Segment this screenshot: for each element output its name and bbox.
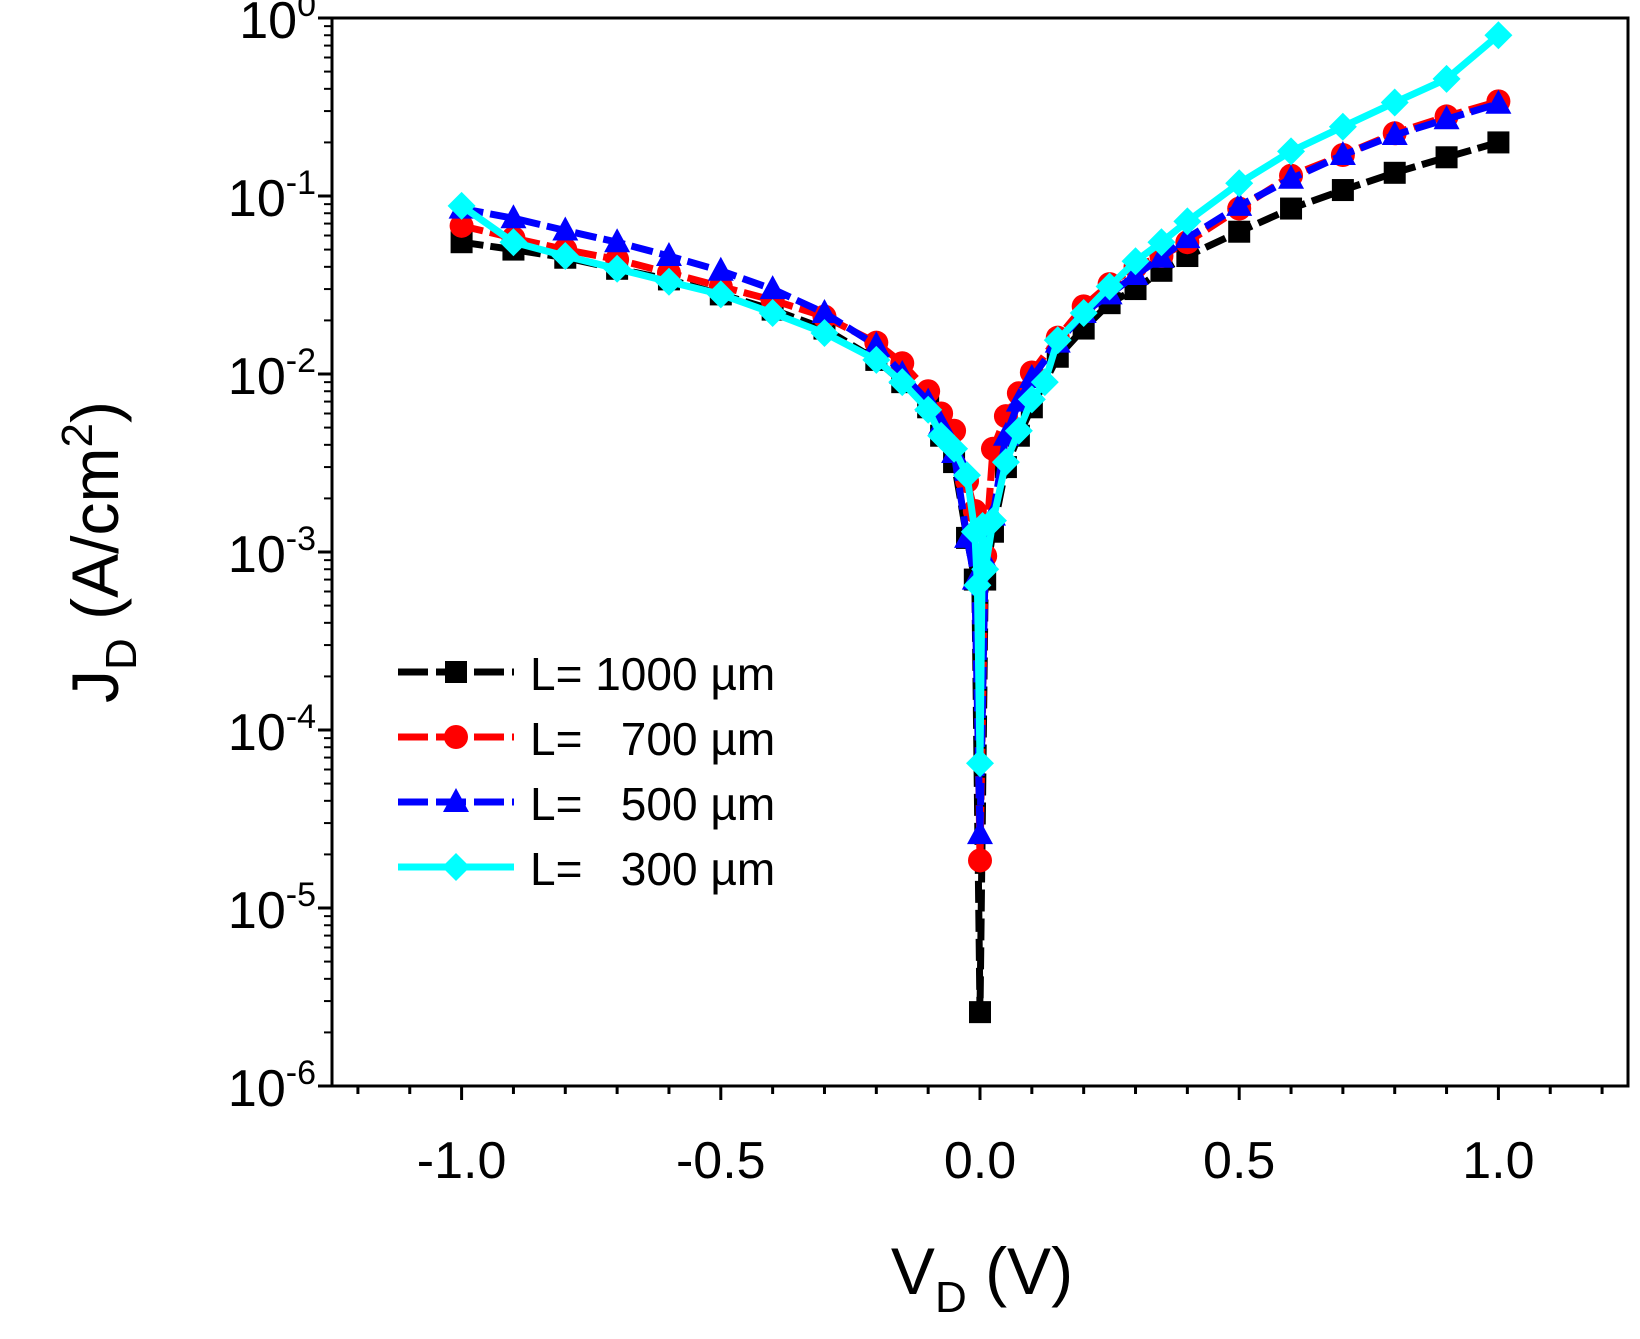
data-point <box>862 345 891 374</box>
data-point <box>969 1001 991 1024</box>
data-point <box>442 853 470 881</box>
axis-layer: -1.0 -0.5 0.0 0.5 1.0 100 10-1 10-2 10-3 10-4 10-5… <box>228 0 1604 1190</box>
data-point <box>1030 368 1059 397</box>
data-point <box>1383 161 1406 184</box>
data-point <box>953 461 982 490</box>
data-point <box>444 725 468 749</box>
data-point <box>499 228 528 257</box>
data-point <box>1225 169 1254 198</box>
y-tick-label: 100 <box>239 0 316 50</box>
data-point <box>1228 220 1251 243</box>
data-point <box>654 267 683 296</box>
data-point <box>1147 228 1176 257</box>
y-tick-label: 10-3 <box>228 520 316 584</box>
axis-labels: VD (V) JD (A/cm2) <box>53 401 1073 1322</box>
data-point <box>707 256 734 281</box>
data-point <box>1277 137 1306 166</box>
data-point <box>1435 146 1458 169</box>
legend: L= 1000 µm L= 700 µm L= 500 µm L= 300 µm <box>398 648 775 895</box>
y-axis-label: JD (A/cm2) <box>53 401 146 703</box>
legend-item: L= 300 µm <box>398 843 775 895</box>
data-point <box>940 434 969 463</box>
data-point <box>971 555 1000 584</box>
x-tick-label: -0.5 <box>676 1132 766 1190</box>
y-tick-label: 10-6 <box>228 1054 316 1118</box>
data-point <box>1226 191 1253 216</box>
data-point <box>1329 140 1356 165</box>
legend-item: L= 1000 µm <box>398 648 775 700</box>
legend-label: L= 1000 µm <box>530 648 775 700</box>
x-tick-label: 0.5 <box>1203 1132 1275 1190</box>
data-point <box>1121 247 1150 276</box>
legend-item: L= 700 µm <box>398 713 775 765</box>
x-axis-label: VD (V) <box>891 1234 1073 1322</box>
data-point <box>449 213 474 238</box>
data-point <box>603 254 632 283</box>
legend-label: L= 500 µm <box>530 778 775 830</box>
data-point <box>447 191 476 220</box>
data-point <box>1381 121 1408 146</box>
data-point <box>551 242 580 271</box>
y-tick-label: 10-2 <box>228 342 316 406</box>
series-4 <box>447 21 1513 778</box>
y-tick-label: 10-5 <box>228 876 316 940</box>
data-point <box>1432 64 1461 93</box>
data-point <box>863 331 890 356</box>
y-tick-label: 10-4 <box>228 698 316 762</box>
data-point <box>552 216 579 241</box>
data-point <box>967 820 993 845</box>
data-point <box>655 242 682 267</box>
data-point <box>443 788 469 812</box>
x-tick-label: 0.0 <box>944 1132 1016 1190</box>
data-point <box>1484 21 1513 50</box>
data-point <box>968 848 992 873</box>
data-point <box>811 299 838 324</box>
data-point <box>888 368 917 397</box>
data-point <box>1017 385 1046 414</box>
data-point <box>1095 272 1124 301</box>
data-point <box>1433 105 1460 130</box>
data-point <box>1328 112 1357 141</box>
data-point <box>978 506 1007 535</box>
data-point <box>1487 131 1510 154</box>
data-point <box>1485 89 1512 114</box>
y-tick-label: 10-1 <box>228 164 316 228</box>
x-tick-label: -1.0 <box>417 1132 507 1190</box>
series-layer <box>447 21 1513 1024</box>
data-point <box>706 280 735 309</box>
data-point <box>1069 299 1098 328</box>
data-point <box>450 231 473 254</box>
data-point <box>810 318 839 347</box>
legend-label: L= 700 µm <box>530 713 775 765</box>
data-point <box>604 228 631 253</box>
data-point <box>966 749 994 778</box>
data-point <box>914 395 943 424</box>
data-point <box>500 204 527 229</box>
data-point <box>1331 179 1354 202</box>
data-point <box>1278 164 1305 189</box>
data-point <box>1004 416 1033 445</box>
data-point <box>445 661 467 683</box>
x-tick-label: 1.0 <box>1462 1132 1534 1190</box>
data-point <box>759 275 786 300</box>
legend-label: L= 300 µm <box>530 843 775 895</box>
data-point <box>991 448 1020 477</box>
data-point <box>1174 224 1201 249</box>
data-point <box>1173 207 1202 236</box>
data-point <box>1380 88 1409 117</box>
legend-item: L= 500 µm <box>398 778 775 830</box>
data-point <box>1043 326 1072 355</box>
data-point <box>1280 197 1303 220</box>
data-point <box>758 299 787 328</box>
